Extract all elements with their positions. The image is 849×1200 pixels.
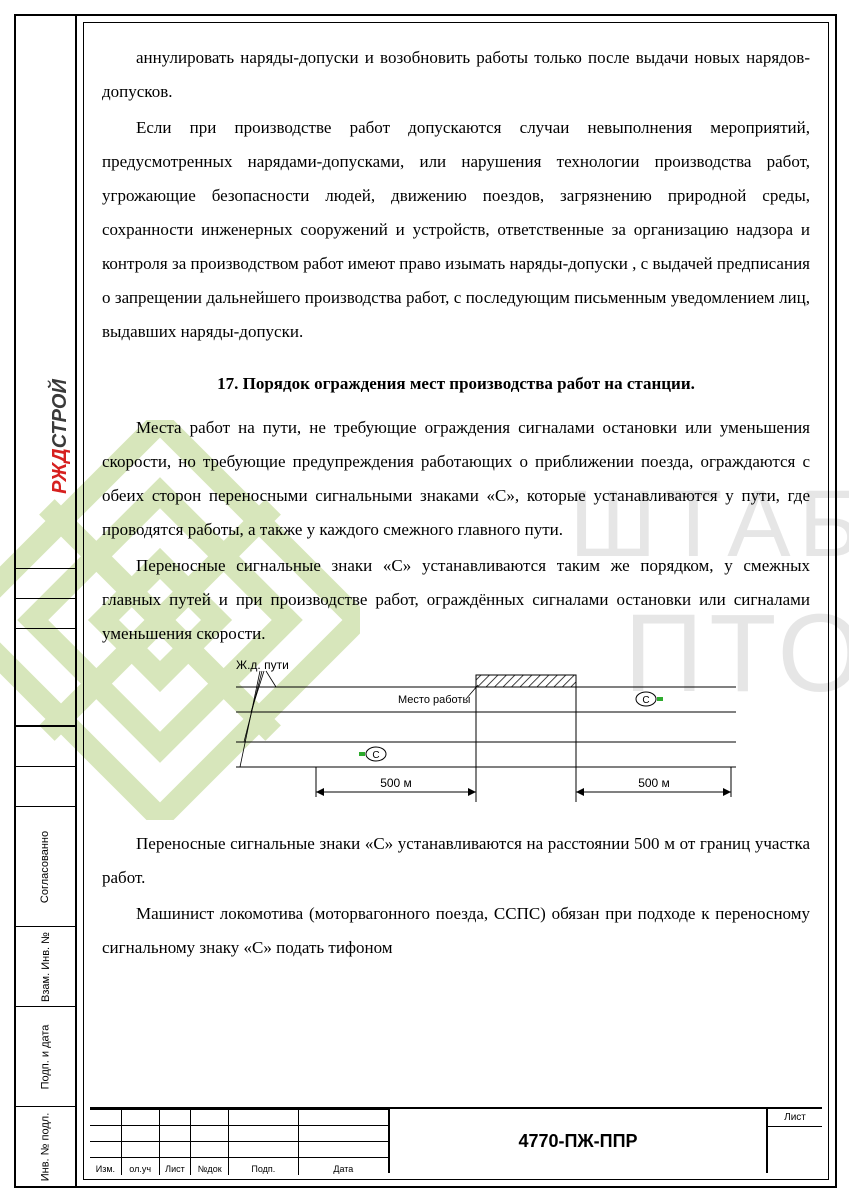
col-ndok: №док	[191, 1158, 229, 1175]
dim-left: 500 м	[380, 776, 412, 790]
section-heading: 17. Порядок ограждения мест производства…	[102, 367, 810, 401]
work-label: Место работы	[398, 694, 470, 706]
paragraph-4: Переносные сигнальные знаки «С» устанавл…	[102, 549, 810, 651]
col-oluch: ол.уч	[122, 1158, 160, 1175]
sheet-label: Лист	[768, 1109, 822, 1127]
title-block-left: Изм. ол.уч Лист №док Подп. Дата	[90, 1109, 390, 1173]
col-data: Дата	[299, 1158, 388, 1175]
svg-text:С: С	[372, 750, 379, 761]
title-block: Изм. ол.уч Лист №док Подп. Дата 4770-ПЖ-…	[90, 1107, 822, 1173]
paragraph-2: Если при производстве работ допускаются …	[102, 111, 810, 349]
col-podp: Подп.	[229, 1158, 299, 1175]
page-frame: аннулировать наряды-допуски и возобновит…	[75, 14, 837, 1188]
stamp-podp-data: Подп. и дата	[40, 1024, 52, 1089]
rail-diagram: Ж.д. пути Место работы	[176, 657, 736, 817]
paragraph-6: Машинист локомотива (моторвагонного поез…	[102, 897, 810, 965]
paragraph-3: Места работ на пути, не требующие огражд…	[102, 411, 810, 547]
svg-text:С: С	[642, 695, 649, 706]
paragraph-5: Переносные сигнальные знаки «С» устанавл…	[102, 827, 810, 895]
left-stamp-column: РЖДСТРОЙ Инв. № подл. Подп. и дата Взам.…	[14, 14, 75, 1188]
doc-number: 4770-ПЖ-ППР	[390, 1109, 766, 1173]
col-izm: Изм.	[90, 1158, 122, 1175]
col-list: Лист	[160, 1158, 192, 1175]
stamp-vzam-inv: Взам. Инв. №	[40, 932, 52, 1002]
title-block-right: Лист	[766, 1109, 822, 1173]
stamp-soglasovanno: Согласованно	[40, 830, 52, 902]
document-content: аннулировать наряды-допуски и возобновит…	[102, 41, 810, 967]
stamp-inv-podl: Инв. № подл.	[40, 1112, 52, 1181]
dim-right: 500 м	[638, 776, 670, 790]
paragraph-1: аннулировать наряды-допуски и возобновит…	[102, 41, 810, 109]
rail-label: Ж.д. пути	[236, 658, 289, 672]
inner-frame: аннулировать наряды-допуски и возобновит…	[83, 22, 829, 1180]
